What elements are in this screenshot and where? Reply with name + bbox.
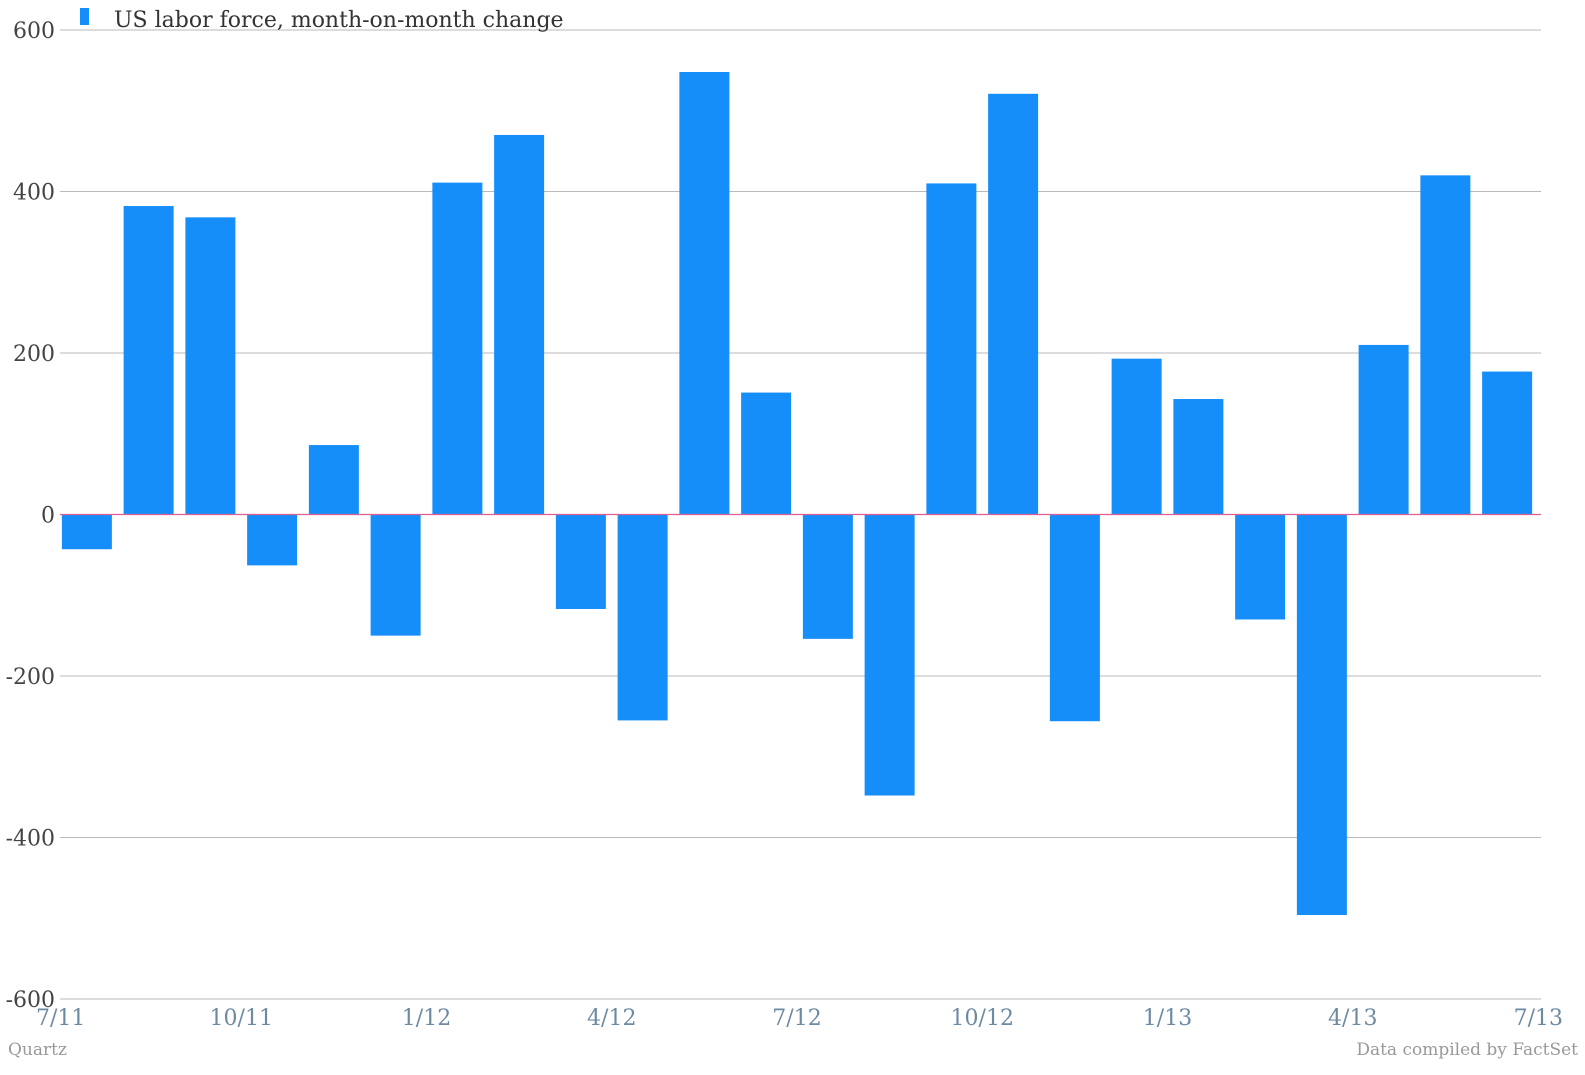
y-tick-label: 0 <box>41 504 55 529</box>
legend: US labor force, month-on-month change <box>80 8 564 33</box>
x-tick-label: 1/13 <box>1143 1006 1192 1031</box>
y-tick-label: 400 <box>13 181 55 206</box>
bar-7-11 <box>61 514 112 550</box>
x-tick-label: 10/12 <box>951 1006 1014 1031</box>
x-tick-label: 7/13 <box>1514 1006 1563 1031</box>
x-axis-tick-labels: 7/11 10/11 1/12 4/12 7/12 10/12 1/13 4/13 7/13 <box>36 1006 1563 1031</box>
bar-2-12 <box>494 134 545 515</box>
y-tick-label: 200 <box>13 342 55 367</box>
x-tick-label: 10/11 <box>210 1006 273 1031</box>
bar-10-12 <box>988 93 1039 515</box>
bar-7-12 <box>802 514 853 639</box>
bar-4-13 <box>1358 344 1409 515</box>
x-tick-label: 7/11 <box>36 1006 85 1031</box>
bar-2-13 <box>1235 514 1286 620</box>
bar-6-13 <box>1482 371 1533 515</box>
y-tick-label: -400 <box>6 827 55 852</box>
y-tick-label: -200 <box>6 665 55 690</box>
y-axis-tick-labels: 600 400 200 0 -200 -400 -600 <box>6 19 55 1013</box>
bar-3-12 <box>555 514 606 609</box>
legend-swatch <box>80 8 89 25</box>
bar-12-11 <box>370 514 421 636</box>
source-left: Quartz <box>8 1040 67 1060</box>
y-tick-label: -600 <box>6 988 55 1013</box>
source-right: Data compiled by FactSet <box>1356 1040 1578 1060</box>
bar-11-11 <box>308 445 359 515</box>
bar-8-11 <box>123 206 174 515</box>
bar-8-12 <box>864 514 915 796</box>
x-tick-label: 4/13 <box>1328 1006 1377 1031</box>
bar-12-12 <box>1111 358 1162 515</box>
x-tick-label: 7/12 <box>772 1006 821 1031</box>
bar-6-12 <box>741 392 792 515</box>
legend-label: US labor force, month-on-month change <box>114 8 564 33</box>
bars <box>61 71 1533 916</box>
bar-3-13 <box>1296 514 1347 916</box>
x-tick-label: 1/12 <box>402 1006 451 1031</box>
bar-11-12 <box>1049 514 1100 722</box>
bar-1-12 <box>432 182 483 515</box>
bar-9-12 <box>926 183 977 515</box>
gridlines <box>60 29 1541 1000</box>
x-tick-label: 4/12 <box>587 1006 636 1031</box>
y-tick-label: 600 <box>13 19 55 44</box>
bar-5-13 <box>1420 175 1471 515</box>
bar-1-13 <box>1173 399 1224 515</box>
bar-10-11 <box>247 514 298 566</box>
bar-4-12 <box>617 514 668 721</box>
bar-5-12 <box>679 71 730 515</box>
bar-9-11 <box>185 217 236 515</box>
